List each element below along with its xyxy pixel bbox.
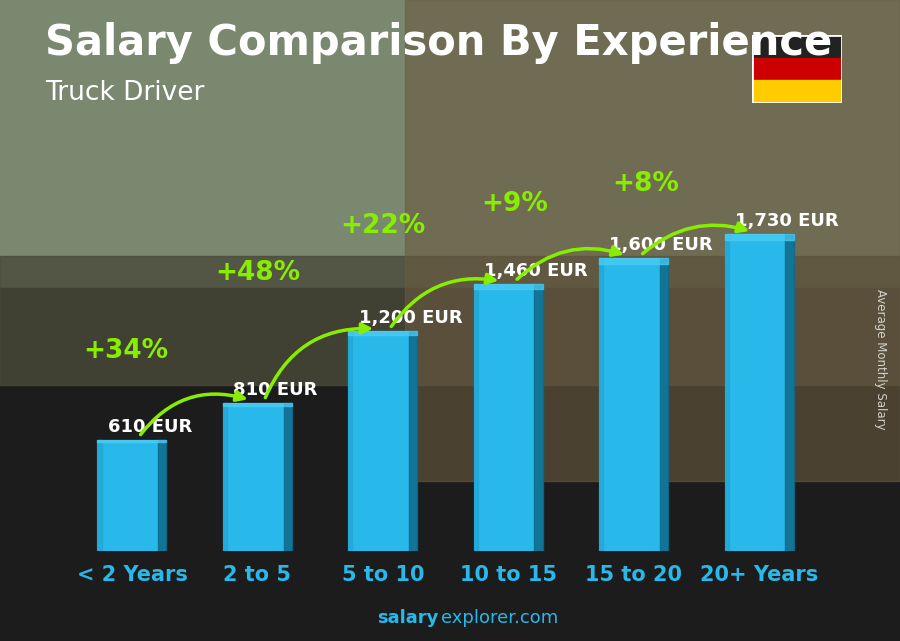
Text: 810 EUR: 810 EUR	[233, 381, 318, 399]
Bar	[473, 284, 543, 288]
Text: 1,600 EUR: 1,600 EUR	[609, 236, 713, 254]
Text: Truck Driver: Truck Driver	[45, 80, 204, 106]
Bar	[724, 235, 794, 551]
Text: 1,730 EUR: 1,730 EUR	[735, 212, 839, 230]
Text: +9%: +9%	[481, 191, 548, 217]
Bar	[348, 331, 353, 551]
Text: +8%: +8%	[613, 171, 680, 197]
Bar	[97, 440, 166, 442]
Text: Average Monthly Salary: Average Monthly Salary	[874, 288, 886, 429]
Bar	[97, 440, 166, 551]
Bar	[752, 58, 842, 80]
Bar	[284, 403, 292, 551]
FancyArrowPatch shape	[266, 324, 369, 397]
Bar	[0, 256, 900, 385]
Bar	[223, 403, 227, 551]
FancyArrowPatch shape	[392, 274, 495, 326]
Bar	[724, 235, 729, 551]
Text: 1,460 EUR: 1,460 EUR	[484, 262, 588, 280]
FancyArrowPatch shape	[643, 223, 746, 254]
Bar	[348, 331, 418, 551]
Text: 610 EUR: 610 EUR	[108, 417, 192, 435]
Bar	[158, 440, 166, 551]
Bar	[752, 80, 842, 103]
Bar	[348, 331, 418, 335]
Text: +34%: +34%	[83, 338, 168, 363]
Bar	[97, 440, 102, 551]
Bar	[473, 284, 543, 551]
Bar	[535, 284, 543, 551]
Bar	[473, 284, 478, 551]
Text: 1,200 EUR: 1,200 EUR	[359, 310, 463, 328]
FancyArrowPatch shape	[518, 247, 620, 279]
FancyArrowPatch shape	[140, 392, 244, 435]
Bar	[599, 258, 668, 551]
Text: +48%: +48%	[215, 260, 300, 286]
Bar	[724, 235, 794, 240]
Bar	[599, 258, 603, 551]
Bar	[0, 0, 900, 288]
Bar	[405, 0, 900, 481]
Bar	[599, 258, 668, 263]
Text: explorer.com: explorer.com	[441, 609, 558, 627]
Bar	[0, 288, 900, 641]
Bar	[223, 403, 292, 551]
Bar	[660, 258, 668, 551]
Text: Salary Comparison By Experience: Salary Comparison By Experience	[45, 22, 832, 65]
Bar	[223, 403, 292, 406]
Bar	[785, 235, 794, 551]
Text: salary: salary	[377, 609, 438, 627]
Bar	[409, 331, 418, 551]
Bar	[752, 35, 842, 58]
Text: +22%: +22%	[340, 213, 426, 239]
